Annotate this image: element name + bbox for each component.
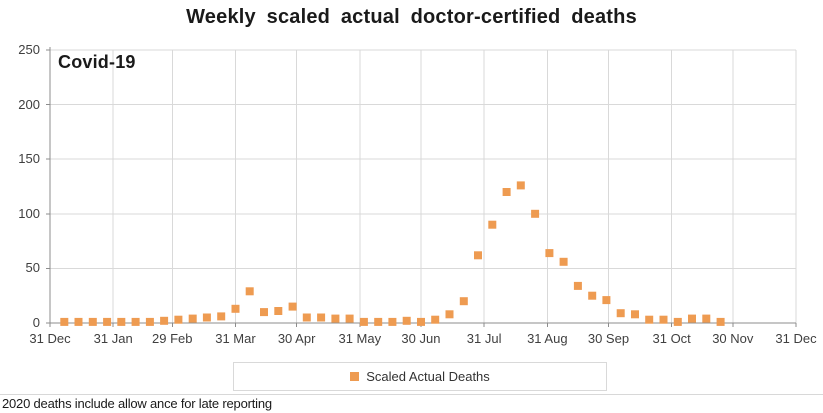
data-point-marker	[117, 317, 126, 326]
x-tick-label: 31 Dec	[29, 331, 71, 346]
chart-title: Weekly scaled actual doctor-certified de…	[186, 6, 637, 28]
data-point-marker	[374, 317, 383, 326]
data-point-marker	[445, 310, 454, 319]
data-point-marker	[160, 316, 169, 325]
y-tick-label: 150	[18, 151, 40, 167]
data-point-marker	[245, 287, 254, 296]
chart-bottom-border	[0, 394, 823, 395]
data-point-marker	[531, 209, 540, 218]
x-tick-label: 29 Feb	[152, 331, 193, 346]
data-point-marker	[659, 315, 668, 324]
legend-label: Scaled Actual Deaths	[366, 369, 490, 384]
x-tick-label: 31 Oct	[652, 331, 691, 346]
data-point-marker	[673, 317, 682, 326]
data-point-marker	[573, 281, 582, 290]
data-point-marker	[174, 315, 183, 324]
data-point-marker	[145, 317, 154, 326]
data-point-marker	[274, 307, 283, 315]
data-point-marker	[602, 296, 611, 305]
data-point-marker	[359, 317, 368, 326]
x-tick-label: 31 Dec	[775, 331, 817, 346]
data-point-marker	[488, 220, 497, 229]
x-tick-label: 30 Nov	[712, 331, 754, 346]
data-point-marker	[88, 317, 97, 326]
plot-area-label: Covid-19	[58, 52, 136, 72]
data-point-marker	[716, 317, 725, 326]
data-point-marker	[345, 314, 354, 323]
data-point-marker	[516, 181, 525, 190]
data-point-marker	[502, 188, 511, 196]
data-point-marker	[474, 251, 482, 260]
data-point-marker	[631, 310, 639, 319]
footnote: 2020 deaths include allow ance for late …	[2, 396, 272, 411]
data-point-marker	[202, 313, 211, 322]
legend-marker-swatch-icon	[350, 372, 360, 381]
x-tick-label: 30 Apr	[277, 331, 316, 346]
y-tick-label: 100	[18, 205, 40, 221]
data-point-marker	[688, 314, 696, 323]
y-tick-label: 50	[25, 260, 40, 276]
data-point-marker	[417, 317, 425, 326]
data-point-marker	[288, 302, 297, 311]
x-tick-label: 30 Sep	[587, 331, 630, 346]
data-point-marker	[217, 312, 226, 321]
data-point-marker	[388, 317, 397, 326]
data-point-marker	[231, 304, 240, 313]
data-point-marker	[402, 316, 411, 325]
data-point-marker	[645, 315, 654, 324]
data-point-marker	[302, 313, 311, 322]
x-tick-label: 31 Aug	[527, 331, 568, 346]
data-point-marker	[317, 313, 326, 322]
y-tick-label: 0	[32, 315, 40, 330]
x-tick-label: 30 Jun	[401, 331, 441, 346]
data-point-marker	[103, 317, 112, 326]
data-point-marker	[545, 249, 554, 258]
data-point-marker	[459, 297, 468, 306]
y-tick-label: 200	[18, 96, 40, 112]
data-point-marker	[588, 291, 597, 300]
data-point-marker	[702, 314, 711, 323]
data-point-marker	[74, 317, 83, 326]
data-point-marker	[616, 309, 625, 318]
y-tick-label: 250	[18, 42, 40, 57]
x-tick-label: 31 Jul	[466, 331, 502, 346]
data-point-marker	[188, 314, 197, 323]
data-point-marker	[60, 317, 69, 326]
data-point-marker	[559, 257, 568, 266]
legend: Scaled Actual Deaths	[233, 362, 607, 391]
x-tick-label: 31 Mar	[215, 331, 256, 346]
data-point-marker	[431, 315, 440, 324]
data-point-marker	[131, 317, 140, 326]
x-tick-label: 31 May	[338, 331, 382, 346]
x-tick-label: 31 Jan	[93, 331, 133, 346]
data-point-marker	[260, 308, 268, 317]
data-point-marker	[331, 314, 340, 323]
